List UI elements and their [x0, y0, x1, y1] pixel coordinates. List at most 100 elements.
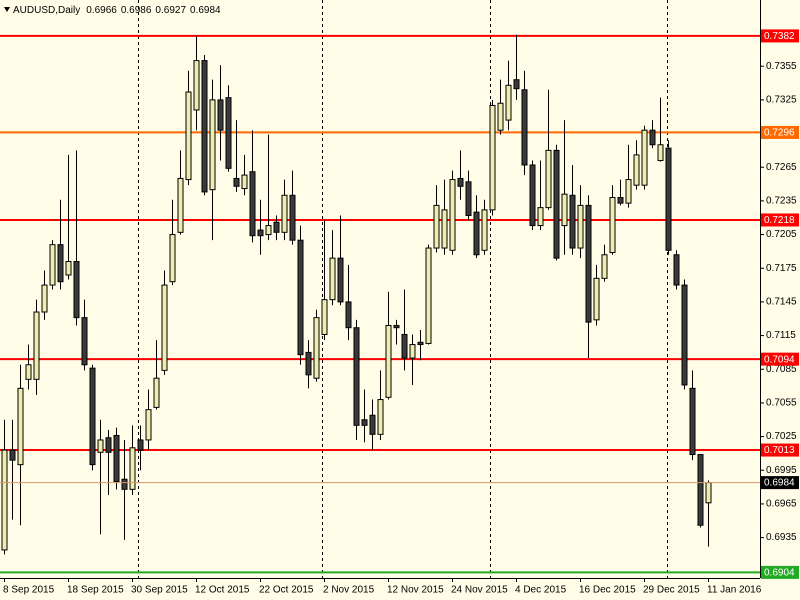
bear-candle-body — [113, 434, 120, 482]
bull-candle-body — [65, 261, 72, 276]
bear-candle-body — [529, 164, 536, 227]
bull-candle-body — [25, 364, 32, 380]
bull-candle-body — [441, 209, 448, 249]
x-tick-label: 30 Sep 2015 — [131, 585, 188, 596]
bear-candle-body — [569, 194, 576, 249]
bear-candle-body — [345, 301, 352, 329]
bear-candle-body — [513, 79, 520, 90]
bull-candle-body — [177, 177, 184, 233]
header-close: 0.6984 — [190, 5, 221, 16]
bull-candle-body — [145, 409, 152, 441]
bear-candle-body — [681, 284, 688, 386]
bull-candle-body — [1, 449, 8, 551]
y-tick-label: 0.7085 — [766, 364, 797, 375]
bull-candle-body — [505, 84, 512, 121]
level-label-box — [761, 213, 799, 227]
bull-candle-body — [33, 311, 40, 380]
y-tick-label: 0.7355 — [766, 61, 797, 72]
bear-candle-body — [81, 317, 88, 366]
plot-area — [0, 0, 760, 578]
x-tick-label: 12 Nov 2015 — [387, 585, 444, 596]
bear-candle-body — [401, 333, 408, 359]
level-label: 0.7296 — [764, 128, 795, 139]
bull-candle-body — [193, 60, 200, 111]
x-tick-label: 12 Oct 2015 — [195, 585, 250, 596]
bull-candle-body — [433, 204, 440, 249]
level-label-box — [761, 125, 799, 139]
level-label: 0.7382 — [764, 31, 795, 42]
bull-candle-body — [377, 399, 384, 435]
y-tick-label: 0.7145 — [766, 297, 797, 308]
bull-candle-body — [209, 99, 216, 191]
y-tick-label: 0.7205 — [766, 229, 797, 240]
y-tick-label: 0.7175 — [766, 263, 797, 274]
level-label-box — [761, 565, 799, 579]
bear-candle-body — [473, 211, 480, 256]
bull-candle-body — [41, 284, 48, 313]
bear-candle-body — [361, 419, 368, 426]
header-open: 0.6966 — [86, 5, 117, 16]
bear-candle-body — [465, 181, 472, 216]
bull-candle-body — [161, 284, 168, 371]
bear-candle-body — [297, 239, 304, 356]
bull-candle-body — [153, 377, 160, 408]
bull-candle-body — [641, 129, 648, 186]
y-tick-label: 0.6935 — [766, 532, 797, 543]
bear-candle-body — [585, 204, 592, 323]
bear-candle-body — [369, 414, 376, 435]
bull-candle-body — [329, 257, 336, 301]
x-tick-label: 22 Oct 2015 — [259, 585, 314, 596]
header-high: 0.6986 — [121, 5, 152, 16]
y-tick-label: 0.6995 — [766, 465, 797, 476]
bull-candle-body — [409, 344, 416, 359]
current-price-box — [761, 476, 799, 490]
y-tick-label: 0.6965 — [766, 499, 797, 510]
bear-candle-body — [337, 257, 344, 303]
bear-candle-body — [9, 449, 16, 461]
x-tick-label: 11 Jan 2016 — [707, 585, 762, 596]
y-tick-label: 0.7025 — [766, 431, 797, 442]
level-label: 0.7218 — [764, 215, 795, 226]
bear-candle-body — [217, 99, 224, 131]
x-tick-label: 16 Dec 2015 — [579, 585, 636, 596]
x-tick-label: 24 Nov 2015 — [451, 585, 508, 596]
header-low: 0.6927 — [155, 5, 186, 16]
bear-candle-body — [689, 387, 696, 456]
bull-candle-body — [425, 247, 432, 344]
symbol-menu-arrow[interactable] — [4, 7, 10, 12]
bear-candle-body — [121, 478, 128, 490]
level-label: 0.6904 — [764, 568, 795, 579]
bear-candle-body — [305, 351, 312, 376]
bear-candle-body — [353, 327, 360, 426]
level-label: 0.7094 — [764, 354, 795, 365]
bull-candle-body — [449, 179, 456, 251]
bear-candle-body — [57, 244, 64, 283]
bull-candle-body — [321, 299, 328, 335]
bear-candle-body — [673, 254, 680, 286]
symbol-period: AUDUSD,Daily — [13, 5, 80, 16]
bull-candle-body — [625, 179, 632, 204]
bear-candle-body — [553, 149, 560, 259]
bear-candle-body — [273, 221, 280, 233]
bull-candle-body — [497, 102, 504, 131]
bull-candle-body — [185, 91, 192, 181]
y-tick-label: 0.7265 — [766, 162, 797, 173]
bull-candle-body — [17, 387, 24, 466]
bear-candle-body — [417, 341, 424, 346]
y-tick-label: 0.7115 — [766, 330, 796, 341]
bear-candle-body — [617, 197, 624, 204]
bull-candle-body — [169, 234, 176, 283]
level-label-box — [761, 29, 799, 43]
bull-candle-body — [593, 277, 600, 321]
x-tick-label: 18 Sep 2015 — [67, 585, 124, 596]
bull-candle-body — [241, 174, 248, 190]
bull-candle-body — [601, 254, 608, 279]
bear-candle-body — [249, 171, 256, 237]
level-label-box — [761, 352, 799, 366]
bull-candle-body — [657, 144, 664, 161]
bear-candle-body — [393, 324, 400, 329]
y-tick-label: 0.7325 — [766, 95, 797, 106]
bear-candle-body — [201, 60, 208, 193]
